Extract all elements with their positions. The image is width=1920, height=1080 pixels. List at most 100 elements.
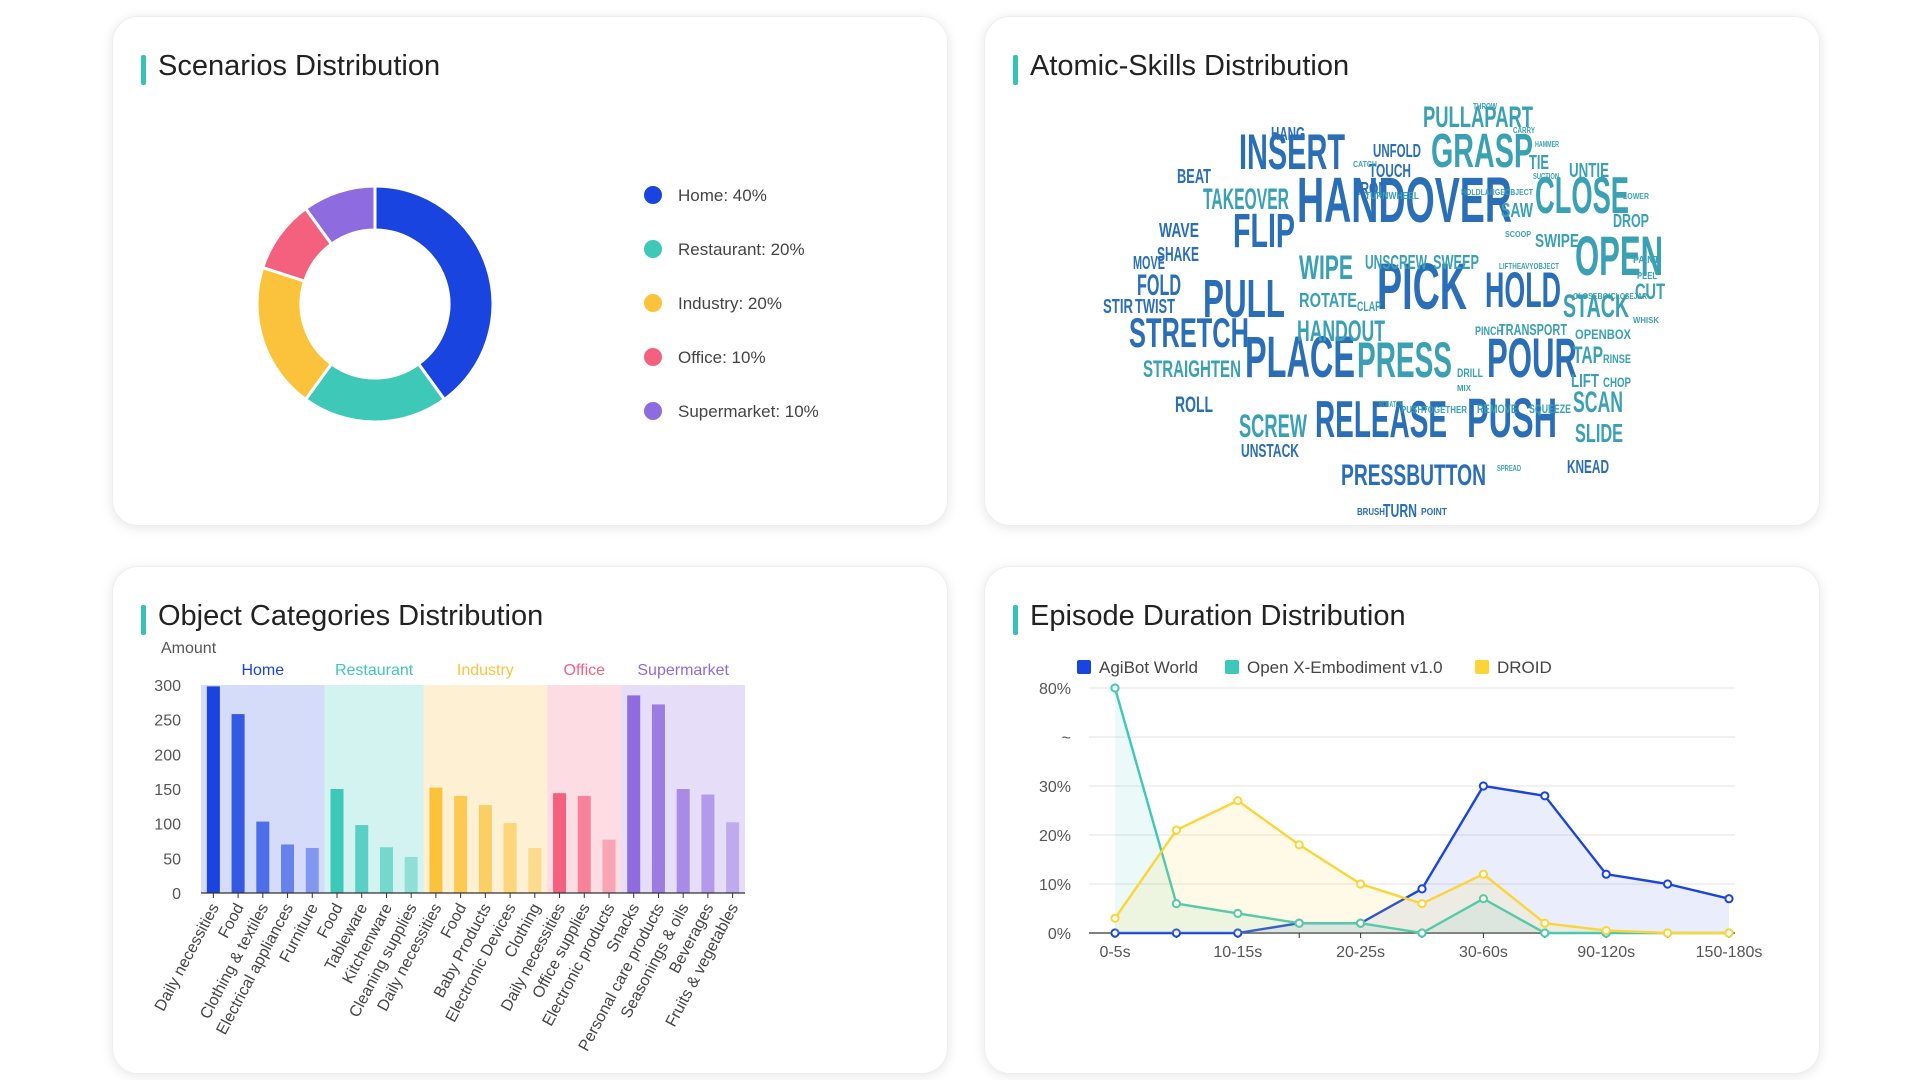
skill-word: HOLD (1485, 262, 1561, 318)
skill-word: TAKEOVER (1203, 183, 1289, 216)
skill-word: REMOVE (1477, 402, 1517, 416)
group-label: Home (241, 662, 284, 679)
skill-word: PEEL (1637, 271, 1657, 282)
skill-word: CATCH (1353, 160, 1377, 169)
scenarios-panel: Scenarios Distribution Home: 40% Restaura… (112, 16, 948, 526)
skill-word: UNFOLD (1373, 141, 1421, 161)
title-accent-bar (141, 55, 146, 85)
skill-word: UNTIE (1569, 160, 1609, 182)
skill-word: ROTATE (1299, 290, 1357, 312)
skill-word: TOUCH (1369, 161, 1411, 181)
y-tick-label: 50 (163, 851, 181, 868)
skill-word: PICK (1377, 249, 1467, 323)
y-tick-label: 20% (1039, 828, 1071, 845)
skill-word: SUCTION (1533, 172, 1559, 181)
legend-marker (1475, 660, 1489, 674)
skill-word: OPENBOX (1575, 326, 1632, 342)
skill-word: PUSH (1467, 386, 1557, 449)
data-point (1601, 869, 1611, 879)
group-label: Restaurant (335, 662, 414, 679)
skill-word: WAVE (1159, 220, 1199, 242)
object-categories-panel: Object Categories Distribution Amount 0 50… (112, 566, 948, 1074)
skill-word: PRESS (1357, 332, 1452, 388)
data-point (1356, 918, 1366, 928)
skill-word: POINT (1421, 507, 1447, 518)
skill-word: CARRY (1513, 126, 1536, 135)
data-point (1417, 899, 1427, 909)
x-tick-label: 0-5s (1099, 944, 1130, 961)
skill-word: BRUSH (1357, 507, 1385, 518)
skill-word: UNSTACK (1241, 441, 1299, 461)
y-tick-label: 200 (154, 747, 181, 764)
bar (379, 847, 393, 893)
skill-word: PULLAPART (1423, 101, 1533, 134)
legend-marker (1077, 660, 1091, 674)
legend-label: AgiBot World (1099, 658, 1198, 677)
bar (503, 822, 517, 893)
skill-word: DROP (1613, 211, 1649, 231)
skill-word: SWEEP (1433, 252, 1479, 274)
skill-word: SHAKE (1157, 244, 1199, 266)
skill-word: HAMMER (1535, 140, 1559, 149)
skill-word: HANG (1271, 124, 1305, 144)
legend-marker (644, 186, 662, 204)
data-point (1724, 894, 1734, 904)
data-point (1110, 928, 1120, 938)
bar (602, 839, 616, 893)
skill-word: SLIDE (1575, 418, 1623, 448)
skill-word: CLOSEBOX (1573, 292, 1614, 301)
y-tick-label: 80% (1039, 681, 1071, 698)
series-area (1115, 688, 1729, 933)
bar (330, 789, 344, 893)
bar (206, 686, 220, 893)
group-label: Industry (457, 662, 514, 679)
skill-word: CLAP (1357, 298, 1381, 314)
group-label: Office (564, 662, 606, 679)
skill-word: ROLL (1175, 392, 1213, 417)
data-point (1294, 918, 1304, 928)
panel-title: Episode Duration Distribution (1030, 600, 1406, 632)
skill-word: PULL (1203, 269, 1285, 329)
y-tick-label: 10% (1039, 877, 1071, 894)
legend-marker (644, 402, 662, 420)
panel-title: Object Categories Distribution (158, 600, 544, 632)
skill-word: IRON (1357, 179, 1387, 199)
skill-word: TIE (1529, 152, 1549, 174)
series-area (1115, 800, 1729, 933)
skill-word: FLIP (1233, 205, 1295, 258)
bar (627, 695, 641, 893)
data-point (1233, 908, 1243, 918)
y-axis-label: Amount (161, 640, 217, 657)
skill-word: WHISK (1633, 316, 1659, 325)
pie-slice (303, 184, 377, 247)
y-tick-label: ~ (1062, 730, 1071, 747)
data-point (1663, 879, 1673, 889)
bar (404, 856, 418, 893)
skill-word: SPREAD (1497, 464, 1521, 473)
bar (676, 789, 690, 893)
skill-word: PAINT (1633, 255, 1659, 266)
skill-word: TURNWHEEL (1365, 191, 1419, 202)
panel-title: Scenarios Distribution (158, 50, 441, 82)
skill-word: SQUEEZE (1529, 402, 1571, 416)
y-tick-label: 0% (1048, 926, 1071, 943)
legend-label: Home: 40% (678, 186, 767, 205)
x-tick-label: 30-60s (1459, 944, 1508, 961)
bar (256, 821, 270, 893)
skill-word: OPEN (1575, 224, 1663, 287)
skill-word: CLOSEJAR (1611, 292, 1647, 301)
panel-title: Atomic-Skills Distribution (1030, 50, 1350, 82)
skill-word: CHOP (1603, 374, 1631, 390)
bar (281, 844, 295, 893)
data-point (1540, 928, 1550, 938)
pie-slice (373, 184, 495, 402)
bar (355, 825, 369, 893)
data-point (1110, 913, 1120, 923)
data-point (1724, 928, 1734, 938)
data-point (1171, 928, 1181, 938)
data-point (1478, 894, 1488, 904)
y-tick-label: 300 (154, 678, 181, 695)
bar (651, 704, 665, 893)
